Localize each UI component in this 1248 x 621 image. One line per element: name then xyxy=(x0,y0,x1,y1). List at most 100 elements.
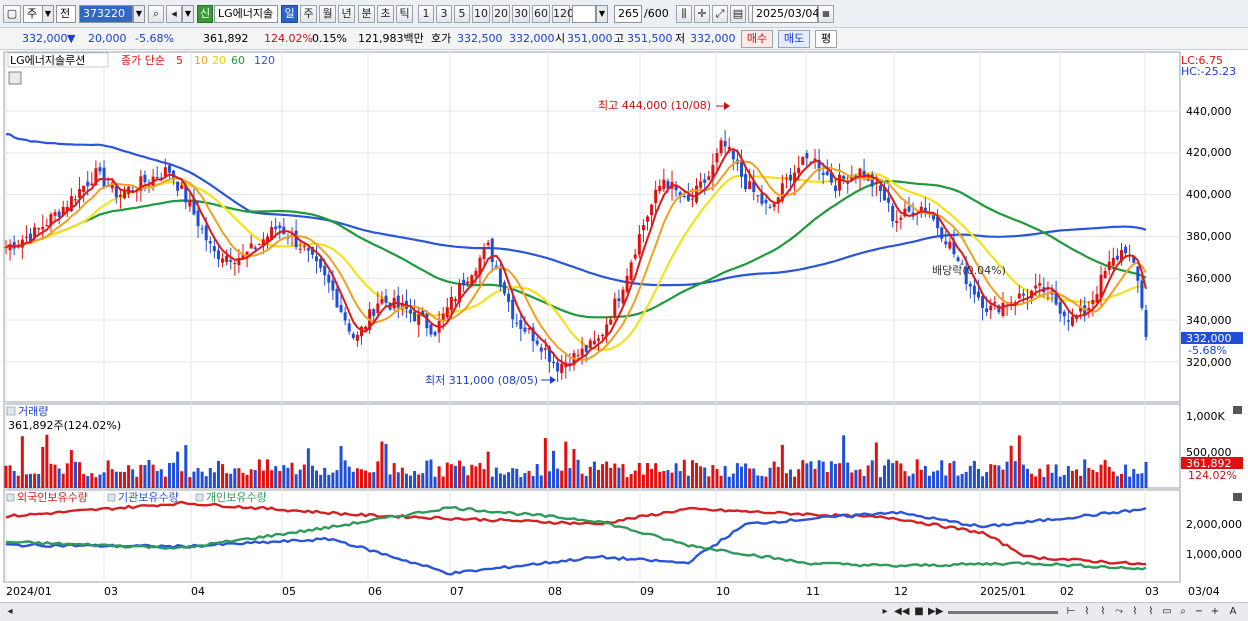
candle-body xyxy=(1107,261,1111,270)
candle-body xyxy=(257,243,261,245)
buy-button[interactable]: 매수 xyxy=(741,30,773,48)
candle-body xyxy=(200,228,204,230)
volume-bar xyxy=(24,474,28,488)
window-icon[interactable]: ▢ xyxy=(3,5,21,23)
chart-area[interactable]: LG에너지솔루션 종가 단순 5 10 20 60 120 LC:6.75 HC… xyxy=(0,50,1248,602)
custom-num-input[interactable] xyxy=(572,5,596,23)
save-icon[interactable]: ▤ xyxy=(730,5,746,23)
tool-icon[interactable]: ⌇ xyxy=(1148,606,1154,617)
zoom-in-icon[interactable]: + xyxy=(1210,606,1220,617)
ma5-legend: 5 xyxy=(176,54,183,67)
chevron-down-icon[interactable]: ▼ xyxy=(133,5,145,23)
volume-bar xyxy=(1111,471,1115,488)
num-1[interactable]: 1 xyxy=(418,5,434,23)
candle-body xyxy=(940,227,944,239)
volume-bar xyxy=(678,471,682,488)
volume-bar xyxy=(237,468,241,488)
stop-icon[interactable]: ■ xyxy=(914,606,924,617)
period-week[interactable]: 주 xyxy=(300,5,317,23)
zoom-out-icon[interactable]: − xyxy=(1194,606,1204,617)
volume-bar xyxy=(956,475,960,488)
candle-body xyxy=(351,333,355,339)
rewind-icon[interactable]: ◀◀ xyxy=(894,606,910,617)
chart-type-icon[interactable]: ⫼ xyxy=(676,5,692,23)
volume-bar xyxy=(1083,459,1087,488)
search-icon[interactable]: ⌕ xyxy=(148,5,164,23)
tool-icon[interactable]: ▭ xyxy=(1162,606,1172,617)
chevron-down-icon[interactable]: ▼ xyxy=(42,5,54,23)
tool-icon[interactable]: ⌇ xyxy=(1084,606,1090,617)
font-icon[interactable]: A xyxy=(1229,606,1237,617)
volume-bar xyxy=(470,464,474,488)
stock-chart[interactable]: LG에너지솔루션 종가 단순 5 10 20 60 120 LC:6.75 HC… xyxy=(0,50,1248,602)
tool-icon[interactable]: ⌇ xyxy=(1132,606,1138,617)
table-icon[interactable] xyxy=(8,71,22,85)
period-month[interactable]: 월 xyxy=(319,5,336,23)
date-input[interactable]: 2025/03/04 xyxy=(752,5,819,23)
volume-bar xyxy=(646,463,650,488)
volume-bar xyxy=(846,462,850,488)
close-icon[interactable] xyxy=(1233,493,1242,501)
forward-icon[interactable]: ▶▶ xyxy=(928,606,944,617)
period-second[interactable]: 초 xyxy=(377,5,394,23)
close-icon[interactable] xyxy=(1233,406,1242,414)
scroll-right-icon[interactable]: ▸ xyxy=(882,606,888,617)
y-tick: 340,000 xyxy=(1186,314,1232,327)
tool-icon[interactable]: ⊢ xyxy=(1066,606,1076,617)
stock-code-input[interactable]: 373220 xyxy=(79,5,133,23)
market-select[interactable]: 전 xyxy=(56,5,76,23)
volume-cur: 361,892 xyxy=(1186,457,1232,470)
candle-body xyxy=(61,206,65,216)
draw-icon[interactable]: ⤢ xyxy=(712,5,728,23)
candle-body xyxy=(584,345,588,352)
candle-body xyxy=(850,175,854,180)
num-20[interactable]: 20 xyxy=(492,5,510,23)
candle-body xyxy=(1103,270,1107,278)
chevron-down-icon[interactable]: ▼ xyxy=(182,5,194,23)
volume-bar xyxy=(1124,464,1128,488)
volume-bar xyxy=(118,471,122,488)
period-tick[interactable]: 틱 xyxy=(396,5,413,23)
zoom-slider[interactable] xyxy=(948,611,1058,614)
candle-body xyxy=(515,322,519,324)
candle-body xyxy=(73,199,77,201)
num-60[interactable]: 60 xyxy=(532,5,550,23)
tab-select[interactable]: 주 xyxy=(23,5,43,23)
candle-body xyxy=(490,238,494,263)
period-day[interactable]: 일 xyxy=(281,5,298,23)
crosshair-icon[interactable]: ✛ xyxy=(694,5,710,23)
period-year[interactable]: 년 xyxy=(338,5,355,23)
volume-bar xyxy=(919,469,923,488)
calendar-icon[interactable]: ▦ xyxy=(818,5,834,23)
num-30[interactable]: 30 xyxy=(512,5,530,23)
sell-button[interactable]: 매도 xyxy=(778,30,810,48)
toolbar: ▢ 주 ▼ 전 373220 ▼ ⌕ ◂ ▼ 신 LG에너지솔 일 주 월 년 … xyxy=(0,0,1248,28)
scroll-left-icon[interactable]: ◂ xyxy=(7,606,13,617)
scrollbar[interactable]: ◂ ▸ ◀◀ ■ ▶▶ ⊢ ⌇ ⌇ ⤳ ⌇ ⌇ ▭ ⌕ − + A xyxy=(0,602,1248,621)
period-minute[interactable]: 분 xyxy=(358,5,375,23)
volume-bar xyxy=(1115,476,1119,488)
tool-icon[interactable]: ⌇ xyxy=(1100,606,1106,617)
price-change: 20,000 xyxy=(88,32,127,45)
candle-body xyxy=(327,274,331,283)
volume-bar xyxy=(343,460,347,488)
volume-bar xyxy=(241,472,245,488)
num-3[interactable]: 3 xyxy=(436,5,452,23)
chevron-down-icon[interactable]: ▼ xyxy=(596,5,608,23)
count-input[interactable]: 265 xyxy=(614,5,642,23)
volume-bar xyxy=(789,469,793,488)
balance-button[interactable]: 평 xyxy=(815,30,837,48)
y-tick: 420,000 xyxy=(1186,146,1232,159)
candle-body xyxy=(4,247,8,249)
num-5[interactable]: 5 xyxy=(454,5,470,23)
open-price: 351,000 xyxy=(567,32,613,45)
num-120[interactable]: 120 xyxy=(552,5,574,23)
zoom-icon[interactable]: ⌕ xyxy=(1180,606,1186,617)
tool-icon[interactable]: ⤳ xyxy=(1115,606,1123,617)
trade-amount: 121,983백만 xyxy=(358,32,424,45)
speaker-icon[interactable]: ◂ xyxy=(166,5,182,23)
volume-marker xyxy=(1181,457,1243,469)
num-10[interactable]: 10 xyxy=(472,5,490,23)
volume-bar xyxy=(1091,469,1095,488)
volume-cur-pct: 124.02% xyxy=(1188,469,1237,482)
